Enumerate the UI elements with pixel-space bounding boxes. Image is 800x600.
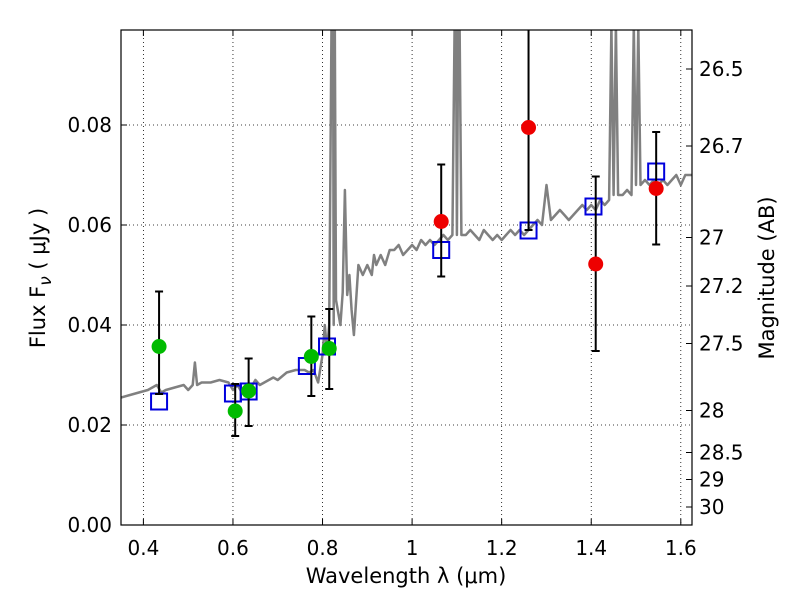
red-data-point: [433, 214, 449, 229]
y2-axis-label: Magnitude (AB): [755, 196, 779, 359]
y2-tick-label: 27.5: [699, 332, 744, 356]
y2-tick-label: 28.5: [699, 441, 744, 465]
red-data-point: [588, 256, 604, 272]
model-box-point: [150, 392, 169, 411]
green-data-point: [151, 339, 167, 354]
model-spectrum-line: [121, 30, 692, 399]
x-tick-label: 0.6: [217, 536, 249, 560]
x-tick-label: 1: [406, 536, 419, 560]
x-tick-label: 1.2: [486, 536, 518, 560]
y-tick-label: 0.06: [67, 213, 112, 237]
y2-tick-label: 26.7: [699, 134, 744, 158]
x-axis-label: Wavelength λ (μm): [306, 564, 507, 588]
grid: [121, 30, 692, 526]
green-data-point: [227, 403, 243, 419]
y2-tick-label: 28: [699, 399, 724, 423]
axis-ticks: 0.4 0.6 0.8 1 1.2 1.4 1.6 0.00 0.02 0.04 0.06 0.08 2…: [67, 30, 744, 560]
y2-tick-label: 27.2: [699, 274, 744, 298]
y2-tick-label: 29: [699, 468, 724, 492]
model-box-point: [584, 197, 603, 216]
red-data-point: [521, 120, 537, 135]
y-tick-label: 0.04: [67, 313, 112, 337]
y2-tick-label: 27: [699, 226, 724, 250]
green-data-point: [321, 341, 337, 356]
y-tick-label: 0.00: [67, 513, 112, 537]
green-data-point: [241, 383, 257, 399]
x-tick-label: 1.4: [575, 536, 607, 560]
y2-tick-label: 26.5: [699, 57, 744, 81]
plot-frame: [120, 29, 693, 526]
y-tick-label: 0.08: [67, 113, 112, 137]
red-data-point: [648, 181, 664, 196]
y-tick-label: 0.02: [67, 413, 112, 437]
x-tick-label: 0.8: [307, 536, 339, 560]
plot-points: [150, 30, 666, 437]
x-tick-label: 1.6: [665, 536, 697, 560]
green-data-point: [303, 349, 319, 364]
y2-tick-label: 30: [699, 495, 724, 519]
x-tick-label: 0.4: [127, 536, 159, 560]
plot-data: [121, 30, 692, 399]
y-axis-label: Flux Fν ( μJy ): [26, 208, 56, 348]
